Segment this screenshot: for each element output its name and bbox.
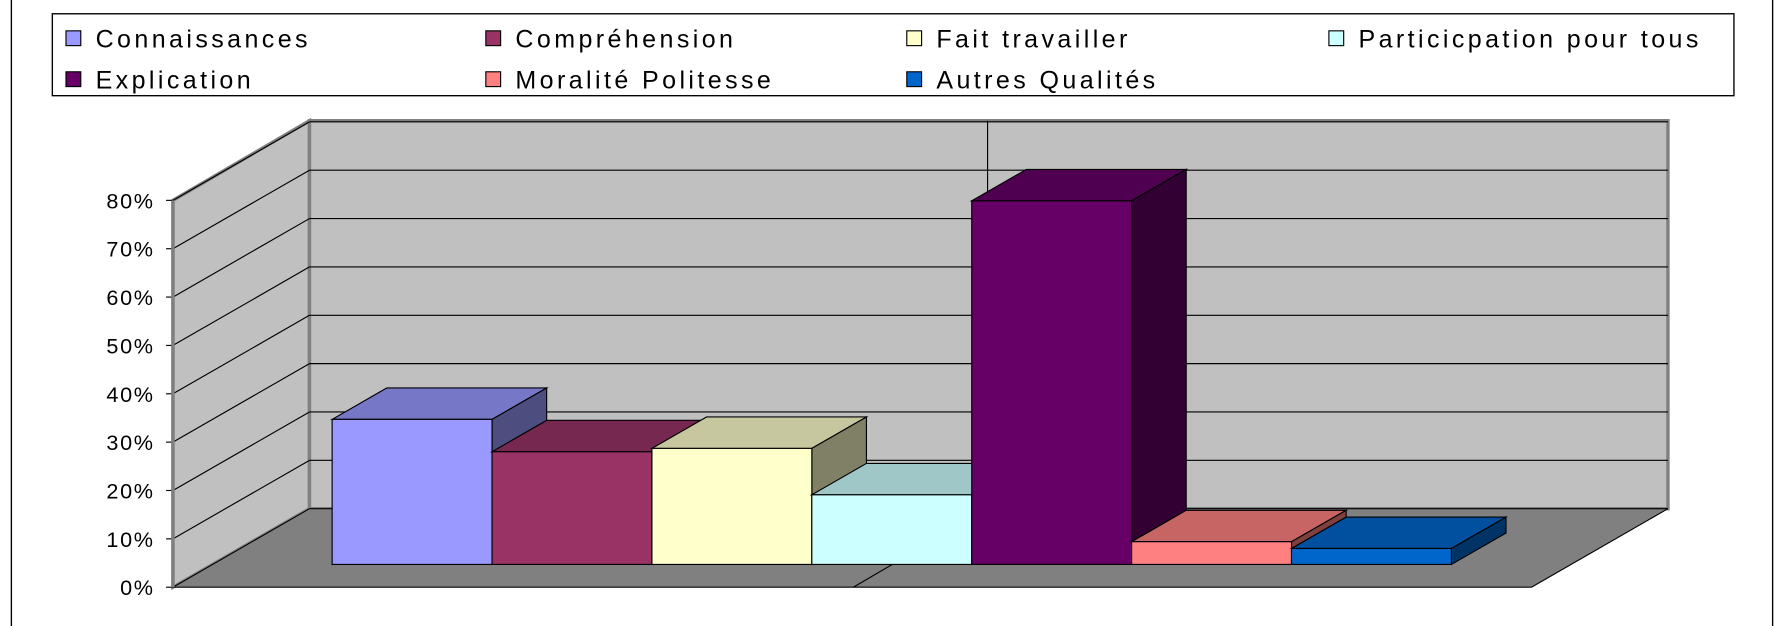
bar bbox=[971, 200, 1133, 566]
bar bbox=[651, 447, 813, 566]
legend-label: Explication bbox=[96, 67, 255, 95]
legend-swatch bbox=[485, 30, 502, 47]
y-tick-label: 30% bbox=[106, 430, 154, 455]
y-tick-label: 0% bbox=[120, 575, 155, 600]
bar bbox=[331, 418, 493, 566]
bar bbox=[811, 494, 973, 566]
y-tick-label: 40% bbox=[106, 382, 154, 407]
bar-side bbox=[1131, 168, 1187, 566]
grid-line bbox=[172, 314, 310, 395]
grid-line bbox=[172, 169, 310, 250]
legend-label: Compréhension bbox=[515, 26, 736, 54]
grid-line bbox=[172, 363, 310, 443]
legend-label: Moralité Politesse bbox=[515, 67, 774, 95]
y-tick-label: 60% bbox=[106, 285, 154, 310]
y-axis: 0% 10% 20% 30% 40% 50% 60% 70% 80% bbox=[106, 188, 175, 600]
y-tick-label: 50% bbox=[106, 333, 154, 358]
bar bbox=[491, 451, 653, 566]
grid-line bbox=[172, 121, 310, 201]
y-tick-label: 70% bbox=[106, 237, 154, 262]
grid-line bbox=[172, 218, 310, 298]
legend-swatch bbox=[906, 30, 923, 47]
bar bbox=[1290, 547, 1452, 566]
y-tick-label: 80% bbox=[106, 188, 154, 213]
legend-swatch bbox=[65, 30, 82, 47]
bars bbox=[330, 168, 1509, 566]
grid-line bbox=[172, 508, 310, 588]
legend-swatch bbox=[485, 71, 502, 88]
legend-label: Connaissances bbox=[96, 26, 311, 54]
legend-swatch bbox=[1328, 30, 1345, 47]
y-tick-label: 20% bbox=[106, 478, 154, 503]
legend: Connaissances Compréhension Fait travaille… bbox=[65, 26, 1701, 95]
legend-label: Fait travailler bbox=[936, 26, 1130, 54]
legend-box bbox=[51, 13, 1735, 97]
grid-line bbox=[172, 266, 310, 346]
chart-frame bbox=[10, 0, 1774, 626]
y-tick-label: 10% bbox=[106, 527, 154, 552]
legend-label: Particicpation pour tous bbox=[1358, 26, 1701, 54]
grid-line bbox=[172, 459, 310, 540]
legend-swatch bbox=[906, 71, 923, 88]
legend-label: Autres Qualités bbox=[936, 67, 1158, 95]
grid-line bbox=[172, 411, 310, 491]
bar bbox=[1131, 541, 1293, 566]
floor-edge bbox=[1531, 508, 1669, 588]
legend-swatch bbox=[65, 71, 82, 88]
